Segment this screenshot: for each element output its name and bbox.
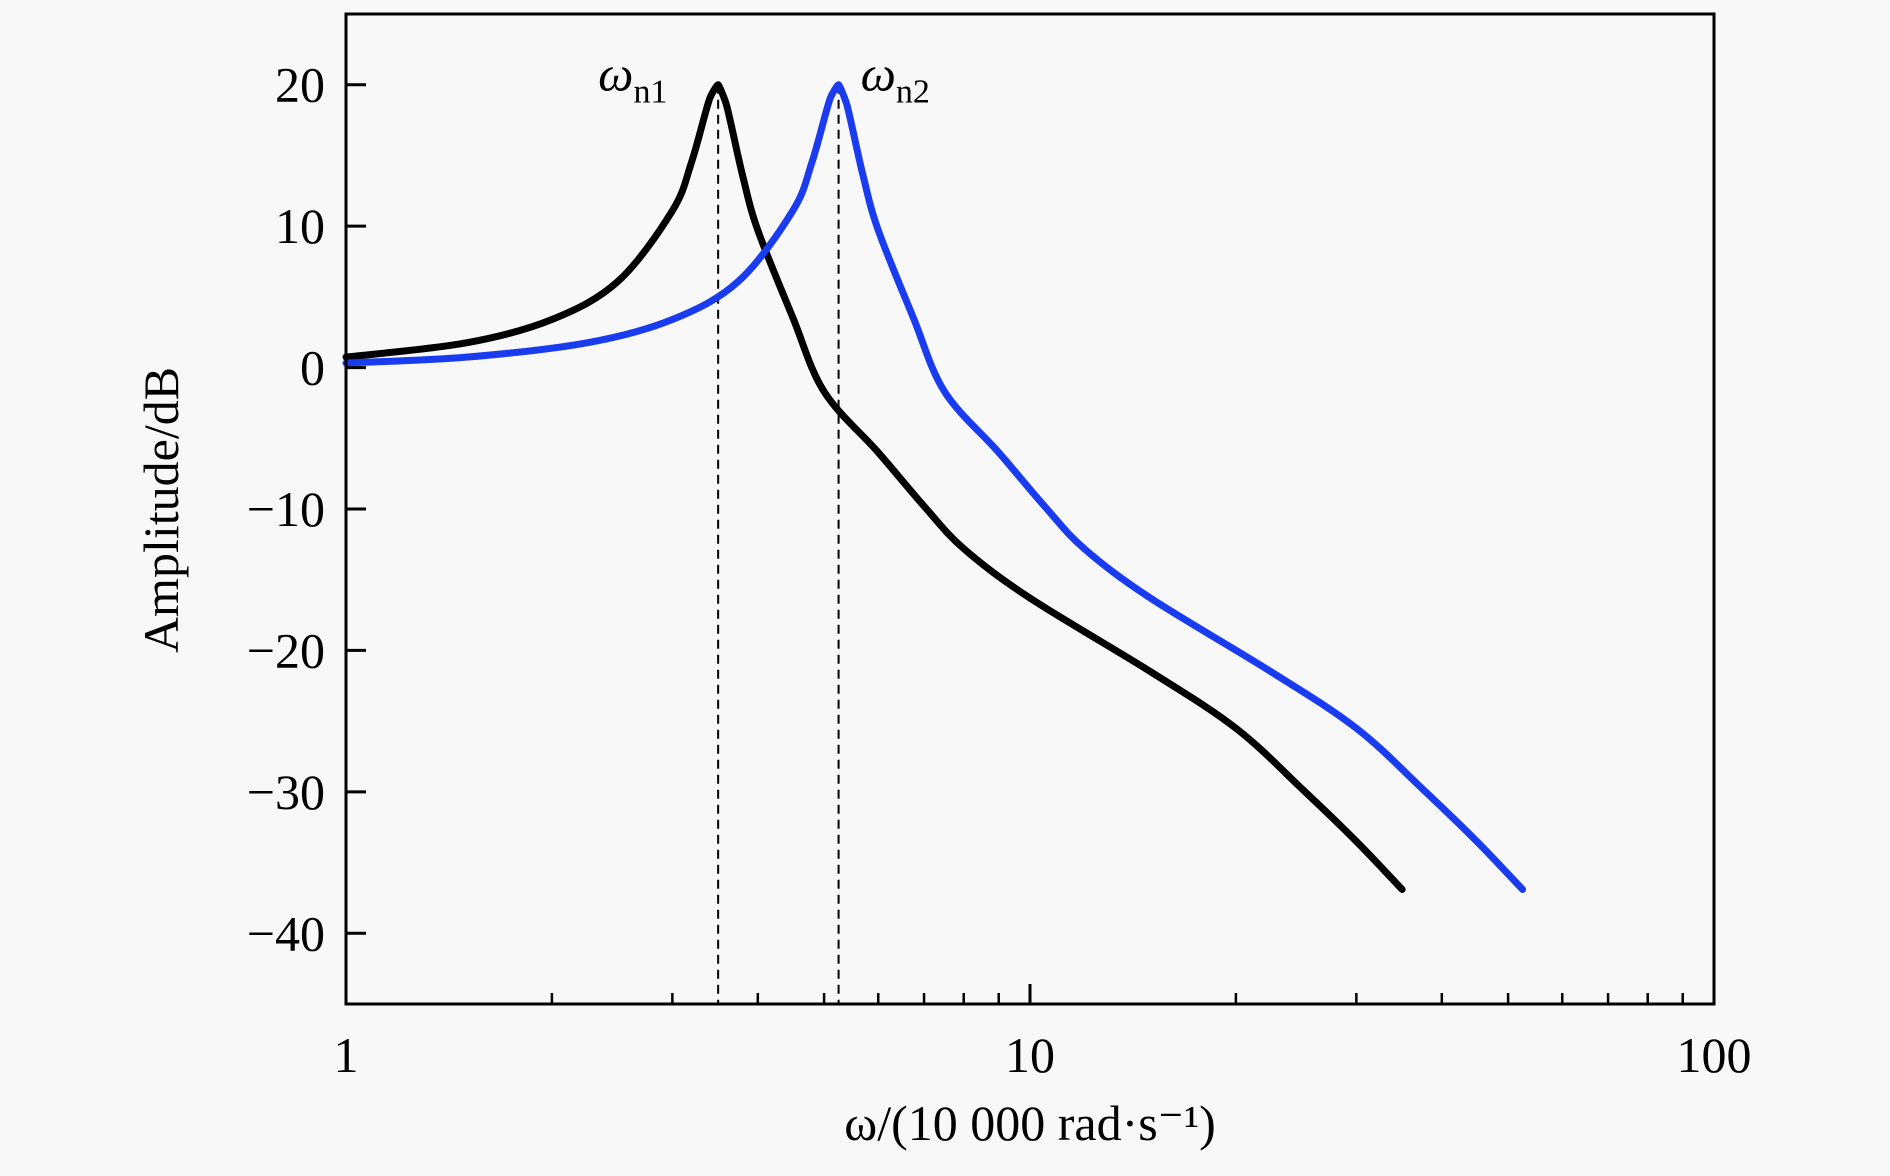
- x-axis-label: ω/(10 000 rad·s⁻¹): [844, 1095, 1215, 1151]
- series-line-2: [342, 81, 1527, 893]
- peak-label-n2: ωn2: [861, 46, 930, 111]
- y-axis-label: Amplitude/dB: [133, 367, 189, 653]
- y-tick-label: 20: [275, 57, 325, 113]
- y-tick-label: −20: [247, 622, 325, 678]
- series-line-1: [342, 81, 1406, 893]
- y-tick-label: −30: [247, 764, 325, 820]
- y-tick-label: −40: [247, 905, 325, 961]
- plot-frame: [344, 12, 1716, 1006]
- peak-label-n1: ωn1: [598, 46, 667, 111]
- x-tick-label: 100: [1677, 1027, 1752, 1083]
- y-tick-label: 0: [300, 340, 325, 396]
- curves: ωn1 ωn2: [342, 46, 1527, 1004]
- x-tick-label: 1: [334, 1027, 359, 1083]
- y-tick-label: −10: [247, 481, 325, 537]
- y-tick-label: 10: [275, 198, 325, 254]
- x-tick-label: 10: [1005, 1027, 1055, 1083]
